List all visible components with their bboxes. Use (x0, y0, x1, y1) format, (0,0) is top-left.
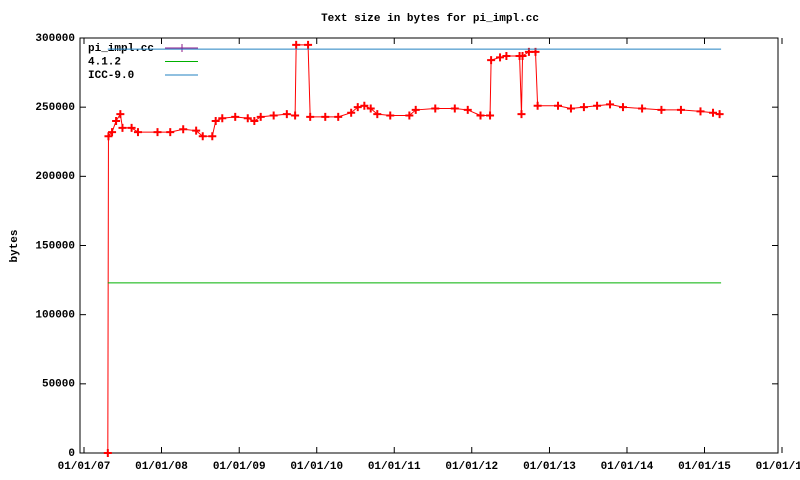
y-tick-label: 300000 (35, 33, 75, 45)
point-marker (116, 110, 125, 119)
point-marker (108, 128, 117, 137)
point-marker (554, 101, 563, 110)
point-marker (360, 101, 369, 110)
x-tick-label: 01/01/11 (368, 461, 421, 473)
point-marker (593, 101, 602, 110)
point-marker (657, 105, 666, 114)
point-marker (353, 103, 362, 112)
point-marker (269, 111, 278, 120)
point-marker (373, 110, 382, 119)
x-tick-label: 01/01/08 (135, 461, 188, 473)
point-marker (118, 123, 127, 132)
point-marker (450, 104, 459, 113)
point-marker (166, 128, 175, 137)
x-tick-label: 01/01/10 (290, 461, 343, 473)
point-marker (321, 112, 330, 121)
point-marker (487, 56, 496, 65)
point-marker (696, 107, 705, 116)
point-marker (292, 40, 301, 49)
point-marker (282, 110, 291, 119)
point-marker (476, 111, 485, 120)
point-marker (198, 132, 207, 141)
point-marker (405, 111, 414, 120)
point-marker (133, 128, 142, 137)
point-marker (676, 105, 685, 114)
chart-title: Text size in bytes for pi_impl.cc (321, 13, 539, 25)
point-marker (709, 108, 718, 117)
y-tick-label: 50000 (42, 379, 75, 391)
point-marker (431, 104, 440, 113)
point-marker (104, 132, 113, 141)
point-marker (211, 117, 220, 125)
point-marker (386, 111, 395, 120)
point-marker (231, 112, 240, 121)
x-tick-label: 01/01/09 (213, 461, 266, 473)
point-marker (496, 53, 505, 62)
point-marker (127, 123, 136, 132)
point-marker (366, 104, 375, 113)
point-marker (533, 101, 542, 110)
point-marker (291, 111, 300, 120)
point-marker (112, 117, 121, 125)
point-marker (463, 105, 472, 114)
y-tick-label: 200000 (35, 171, 75, 183)
x-tick-label: 01/01/16 (756, 461, 800, 473)
point-marker (638, 104, 647, 113)
point-marker (153, 128, 162, 137)
x-tick-label: 01/01/07 (58, 461, 111, 473)
plot-frame (79, 37, 779, 454)
point-marker (411, 105, 420, 114)
legend-label: 4.1.2 (88, 56, 121, 68)
point-marker (256, 112, 265, 121)
point-marker (250, 117, 259, 125)
y-tick-label: 250000 (35, 102, 75, 114)
point-marker (306, 112, 315, 121)
point-marker (715, 110, 724, 119)
y-tick-label: 100000 (35, 310, 75, 322)
point-marker (618, 103, 627, 112)
point-marker (566, 104, 575, 113)
point-marker (517, 110, 526, 119)
point-marker (218, 114, 227, 123)
point-marker (579, 103, 588, 112)
point-marker (334, 112, 343, 121)
x-tick-label: 01/01/13 (523, 461, 576, 473)
x-tick-label: 01/01/12 (445, 461, 498, 473)
legend-marker (178, 44, 186, 52)
point-marker (103, 449, 112, 457)
x-tick-label: 01/01/15 (678, 461, 731, 473)
legend-label: ICC-9.0 (88, 70, 134, 82)
point-marker (243, 114, 252, 123)
point-marker (304, 40, 313, 49)
point-marker (486, 111, 495, 120)
point-marker (502, 51, 511, 60)
point-marker (192, 126, 201, 135)
point-marker (518, 51, 527, 60)
point-marker (179, 125, 188, 134)
point-marker (208, 132, 217, 141)
x-tick-label: 01/01/14 (601, 461, 654, 473)
y-tick-label: 150000 (35, 240, 75, 252)
y-axis-label: bytes (9, 229, 21, 262)
point-marker (606, 100, 615, 109)
series-line (107, 44, 720, 454)
y-tick-label: 0 (68, 448, 75, 460)
point-marker (347, 108, 356, 117)
